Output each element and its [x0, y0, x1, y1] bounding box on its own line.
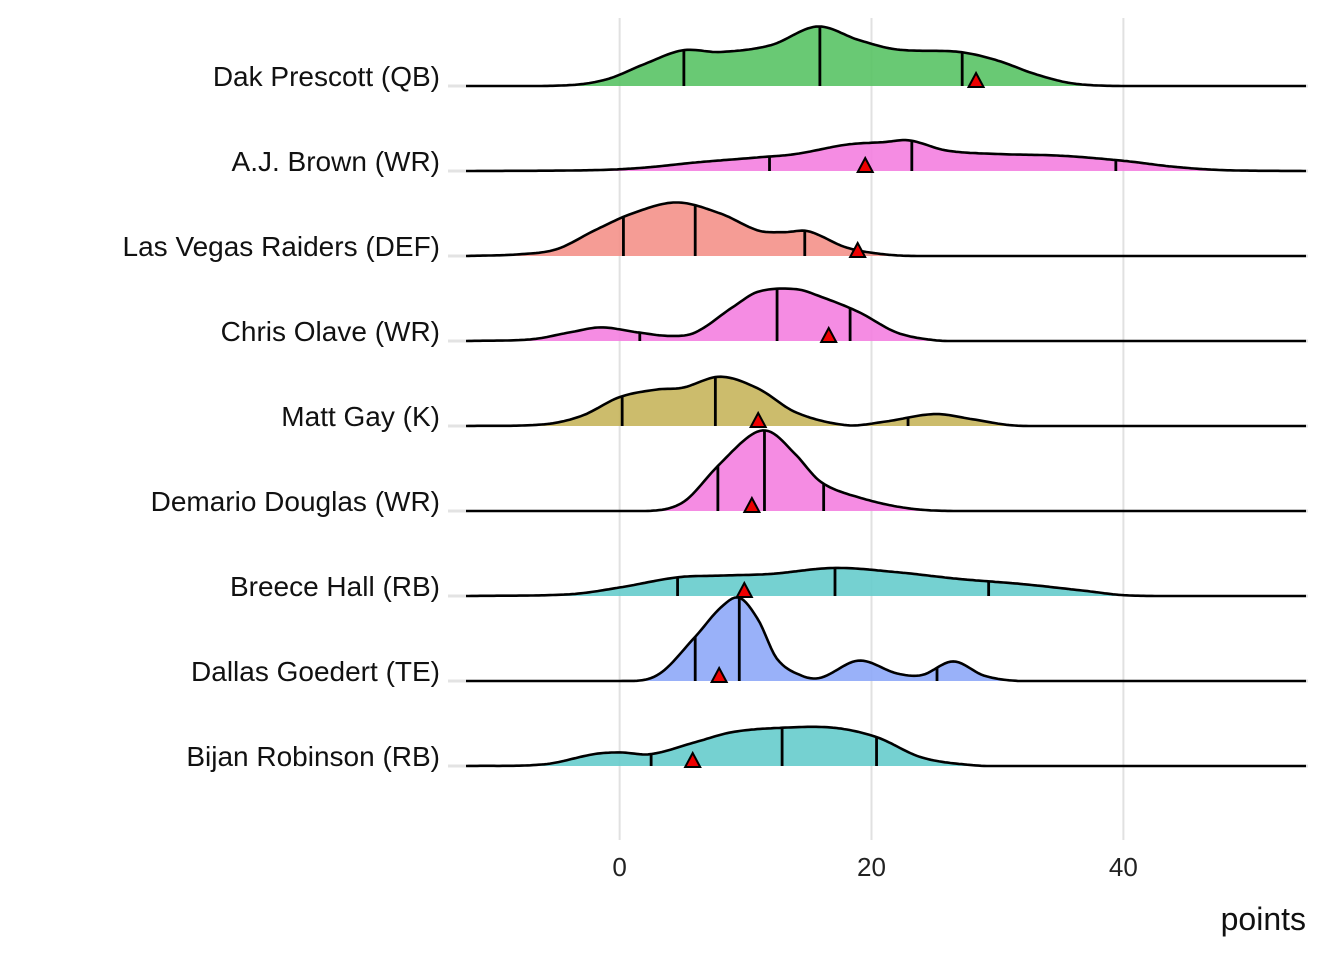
ridge-outline — [465, 725, 1306, 768]
y-axis-label: Dallas Goedert (TE) — [191, 656, 440, 687]
marker-triangle — [749, 410, 768, 428]
ridge-outline — [466, 138, 1306, 173]
y-axis-label: Dak Prescott (QB) — [213, 61, 440, 92]
ridge-fill — [466, 202, 1306, 256]
y-axis-label: Matt Gay (K) — [281, 401, 440, 432]
ridge-series — [466, 25, 1308, 88]
ridge-series — [465, 201, 1308, 258]
ridge-series — [466, 138, 1308, 173]
ridge-fill — [466, 288, 1306, 341]
ridge-outline — [466, 25, 1306, 88]
ridge-series — [466, 596, 1308, 683]
ridge-series — [465, 287, 1308, 343]
x-axis-ticks: 0 20 40 — [612, 852, 1137, 882]
ridge-outline — [465, 201, 1306, 258]
ridge-outline — [466, 429, 1306, 513]
marker-triangle — [819, 325, 838, 343]
marker-triangle — [683, 750, 702, 768]
ridge-series — [465, 725, 1308, 768]
y-axis-label: Chris Olave (WR) — [221, 316, 440, 347]
y-axis-label: Demario Douglas (WR) — [151, 486, 440, 517]
ridge-fill — [466, 430, 1306, 511]
ridge-fill — [466, 376, 1306, 426]
ridge-fill — [466, 567, 1306, 596]
y-axis-label: A.J. Brown (WR) — [232, 146, 440, 177]
ridge-series — [465, 375, 1308, 428]
x-tick-label: 20 — [857, 852, 886, 882]
x-tick-label: 40 — [1109, 852, 1138, 882]
marker-triangle — [735, 580, 754, 598]
ridge-fill — [466, 726, 1306, 766]
y-axis-label: Las Vegas Raiders (DEF) — [123, 231, 440, 262]
marker-triangle — [856, 155, 875, 173]
ridge-outline — [466, 596, 1306, 683]
marker-triangle — [709, 665, 729, 683]
ridge-fill — [466, 26, 1306, 86]
ridge-outline — [466, 566, 1306, 598]
y-axis-label: Bijan Robinson (RB) — [186, 741, 440, 772]
ridge-outline — [465, 375, 1306, 428]
y-axis-labels: Dak Prescott (QB) A.J. Brown (WR) Las Vega… — [123, 61, 466, 772]
marker-triangle — [966, 70, 986, 88]
ridges — [465, 25, 1308, 768]
y-axis-label: Breece Hall (RB) — [230, 571, 440, 602]
x-axis-title: points — [1221, 901, 1306, 937]
x-tick-label: 0 — [612, 852, 626, 882]
marker-triangle — [742, 495, 762, 513]
ridge-series — [466, 429, 1308, 513]
ridge-fill — [466, 140, 1306, 171]
marker-triangle — [848, 240, 867, 258]
gridlines — [618, 18, 1125, 840]
ridge-outline — [465, 287, 1306, 343]
ridge-series — [466, 566, 1308, 598]
